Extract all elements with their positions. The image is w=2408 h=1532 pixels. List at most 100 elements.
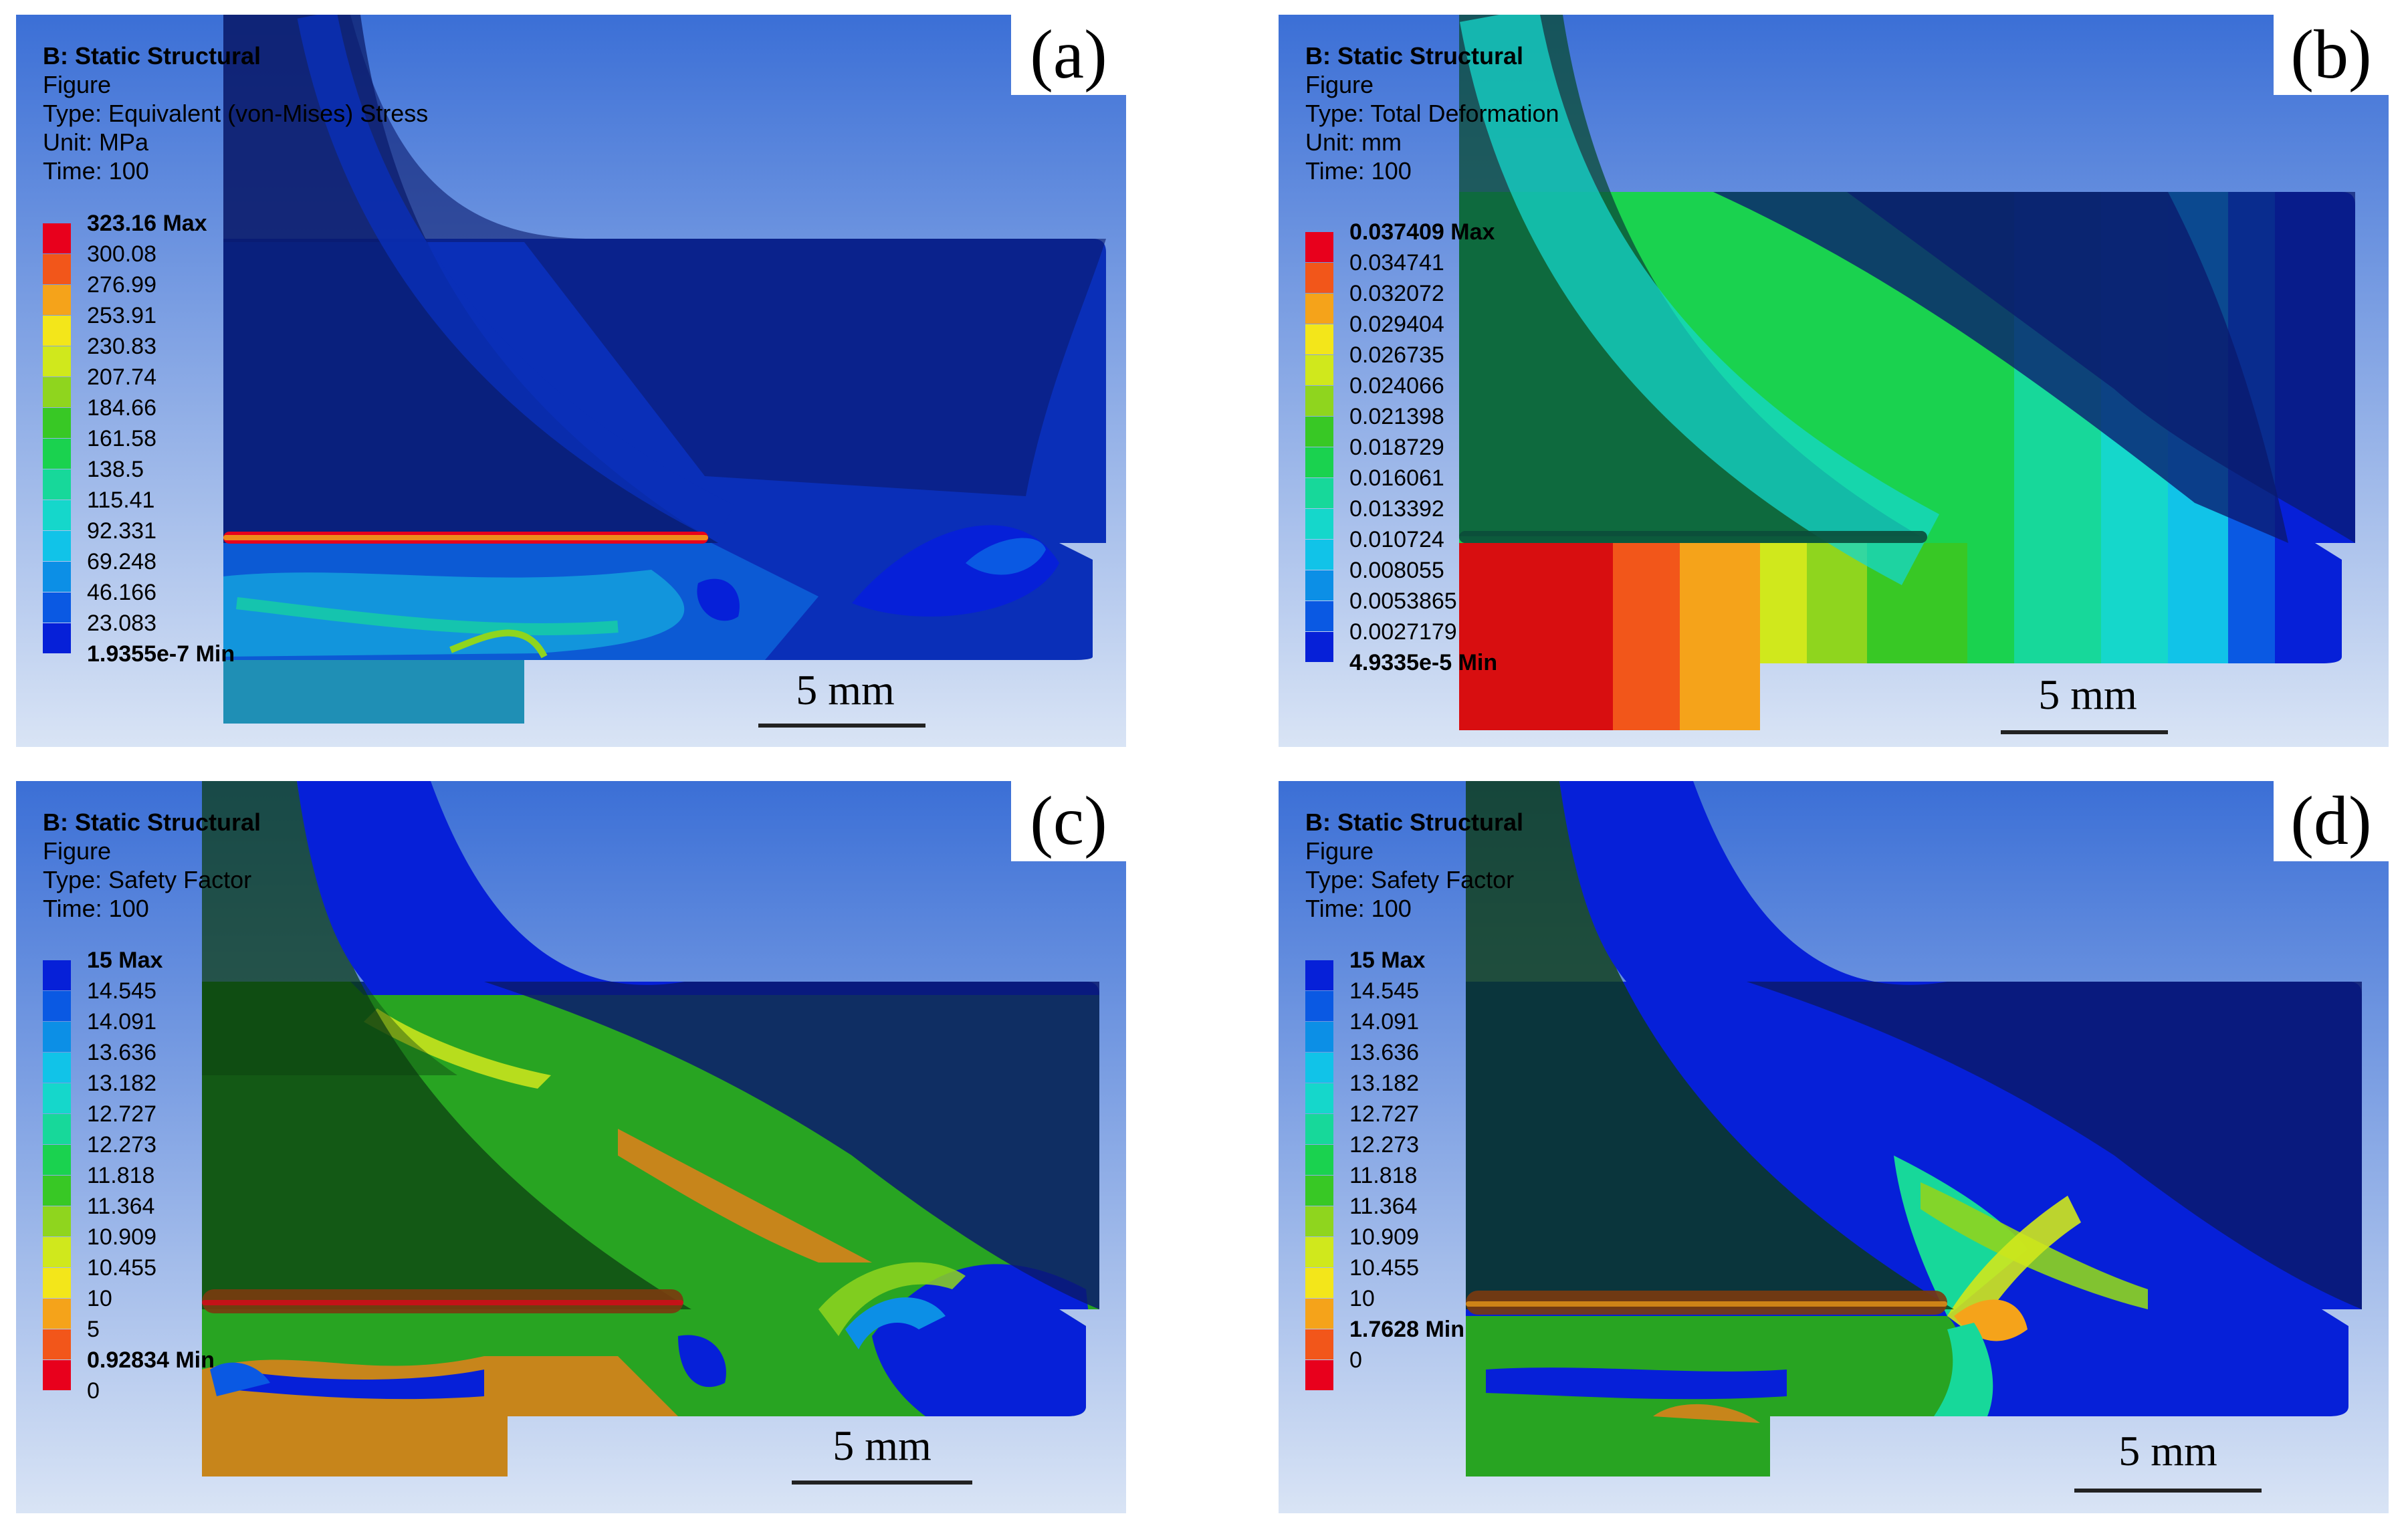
- legend-value: 10.455: [1349, 1255, 1419, 1281]
- legend-value: 11.364: [1349, 1194, 1418, 1219]
- legend-swatch: [43, 562, 71, 592]
- legend-swatch: [1305, 960, 1333, 990]
- legend-value: 0.034741: [1349, 250, 1444, 276]
- legend-value: 0.0053865: [1349, 588, 1457, 614]
- legend-swatch: [43, 1268, 71, 1298]
- panel-c-scale-label: 5 mm: [833, 1422, 932, 1469]
- legend-swatch: [43, 439, 71, 469]
- legend-swatch: [43, 1329, 71, 1359]
- legend-swatch: [43, 531, 71, 561]
- legend-value: 0.92834 Min: [87, 1347, 215, 1373]
- panel-d-label: (d): [2274, 781, 2389, 861]
- legend-value: 12.727: [1349, 1101, 1419, 1127]
- legend-swatch: [43, 285, 71, 315]
- legend-value: 10.909: [87, 1224, 156, 1250]
- legend-swatch: [43, 254, 71, 284]
- legend-value: 5: [87, 1317, 100, 1342]
- legend-swatch: [1305, 263, 1333, 293]
- legend-value: 92.331: [87, 518, 156, 544]
- legend-swatch: [1305, 417, 1333, 447]
- panel-c-scale-bar: [792, 1481, 972, 1485]
- panel-c-time-label: Time: 100: [43, 895, 149, 922]
- legend-value: 161.58: [87, 426, 156, 451]
- panel-c-safety-factor: B: Static Structural Figure Type: Safety…: [16, 781, 1126, 1513]
- legend-value: 10.455: [87, 1255, 156, 1281]
- legend-value: 10: [1349, 1286, 1375, 1311]
- legend-value: 0.032072: [1349, 281, 1444, 306]
- legend-swatch: [1305, 632, 1333, 662]
- legend-value: 253.91: [87, 303, 156, 328]
- panel-b-type-label: Type: Total Deformation: [1305, 100, 1559, 127]
- legend-value: 10: [87, 1286, 112, 1311]
- panel-b-system-label: B: Static Structural: [1305, 42, 1524, 70]
- panel-b-scale-label: 5 mm: [2038, 671, 2137, 718]
- legend-swatch: [1305, 1145, 1333, 1175]
- panel-a-label: (a): [1011, 15, 1126, 95]
- panel-b-unit-label: Unit: mm: [1305, 128, 1402, 156]
- legend-swatch: [1305, 355, 1333, 385]
- panel-d-scale-bar: [2074, 1489, 2262, 1493]
- panel-a-system-label: B: Static Structural: [43, 42, 261, 70]
- panel-a-type-label: Type: Equivalent (von-Mises) Stress: [43, 100, 429, 127]
- legend-swatch: [1305, 1329, 1333, 1359]
- legend-swatch: [1305, 386, 1333, 416]
- legend-swatch: [1305, 540, 1333, 570]
- legend-swatch: [1305, 1022, 1333, 1052]
- legend-swatch: [43, 1145, 71, 1175]
- panel-b-time-label: Time: 100: [1305, 157, 1412, 185]
- panel-b-info-block: B: Static Structural Figure Type: Total …: [1305, 41, 1559, 185]
- legend-value: 13.636: [1349, 1040, 1419, 1065]
- legend-swatch: [43, 500, 71, 530]
- panel-c-system-label: B: Static Structural: [43, 808, 261, 836]
- legend-swatch: [1305, 1299, 1333, 1329]
- legend-value: 276.99: [87, 272, 156, 298]
- legend-swatch: [1305, 324, 1333, 354]
- panel-a-scale-label: 5 mm: [796, 666, 895, 714]
- panel-d-type-label: Type: Safety Factor: [1305, 866, 1515, 893]
- panel-b-figure-label: Figure: [1305, 71, 1374, 98]
- legend-value: 1.7628 Min: [1349, 1317, 1464, 1342]
- legend-swatch: [43, 623, 71, 653]
- legend-swatch: [43, 223, 71, 253]
- panel-b-label: (b): [2274, 15, 2389, 95]
- legend-swatch: [1305, 1268, 1333, 1298]
- legend-swatch: [43, 1237, 71, 1267]
- legend-value: 230.83: [87, 334, 156, 359]
- panel-d-figure-label: Figure: [1305, 837, 1374, 865]
- legend-value: 0.010724: [1349, 527, 1444, 552]
- legend-value: 115.41: [87, 487, 155, 513]
- panel-a-contour-plot: [16, 15, 1126, 747]
- legend-value: 11.818: [87, 1163, 155, 1188]
- legend-swatch: [1305, 1083, 1333, 1113]
- legend-swatch: [1305, 1176, 1333, 1206]
- panel-b-total-deformation: B: Static Structural Figure Type: Total …: [1279, 15, 2389, 747]
- legend-value: 1.9355e-7 Min: [87, 641, 235, 667]
- legend-value: 0.037409 Max: [1349, 219, 1495, 245]
- legend-value: 69.248: [87, 549, 156, 574]
- legend-swatch: [1305, 1053, 1333, 1083]
- panel-d-scale-label: 5 mm: [2118, 1427, 2217, 1474]
- legend-value: 12.727: [87, 1101, 156, 1127]
- legend-value: 13.182: [87, 1071, 156, 1096]
- legend-value: 207.74: [87, 364, 156, 390]
- panel-a-figure-label: Figure: [43, 71, 112, 98]
- legend-value: 0.016061: [1349, 465, 1444, 491]
- legend-swatch: [43, 991, 71, 1021]
- legend-swatch: [1305, 601, 1333, 631]
- panel-d-safety-factor: B: Static Structural Figure Type: Safety…: [1279, 781, 2389, 1513]
- legend-swatch: [1305, 570, 1333, 600]
- legend-value: 12.273: [87, 1132, 156, 1158]
- legend-swatch: [1305, 1114, 1333, 1144]
- legend-swatch: [43, 1206, 71, 1236]
- legend-swatch: [1305, 294, 1333, 324]
- legend-swatch: [1305, 509, 1333, 539]
- panel-d-info-block: B: Static Structural Figure Type: Safety…: [1305, 808, 1523, 923]
- legend-value: 0.018729: [1349, 435, 1444, 460]
- legend-swatch: [43, 592, 71, 623]
- legend-value: 0: [1349, 1347, 1362, 1373]
- legend-value: 23.083: [87, 611, 156, 636]
- panel-c-figure-label: Figure: [43, 837, 112, 865]
- panel-b-contour-plot: [1279, 15, 2389, 747]
- legend-value: 323.16 Max: [87, 211, 207, 236]
- panel-d-system-label: B: Static Structural: [1305, 808, 1524, 836]
